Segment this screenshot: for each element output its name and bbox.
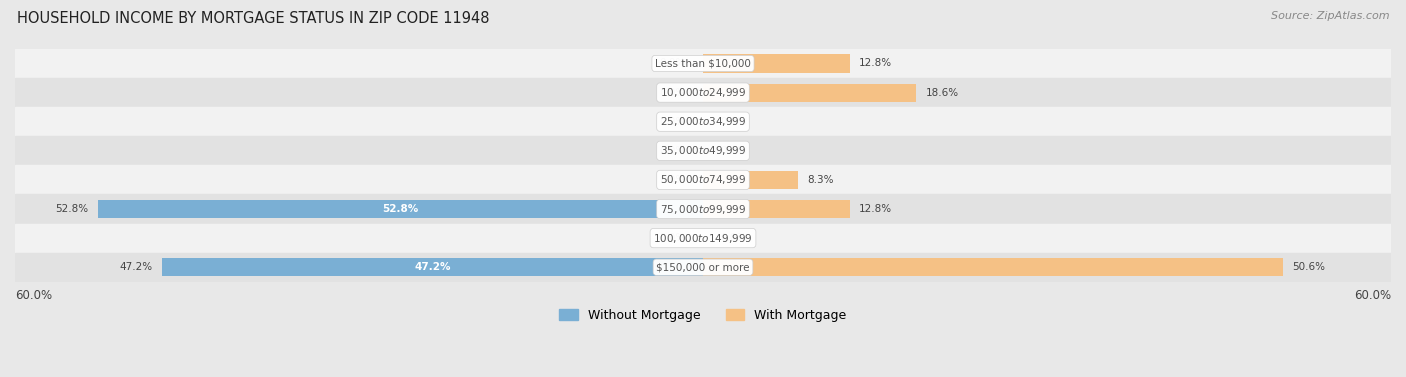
Text: $10,000 to $24,999: $10,000 to $24,999 bbox=[659, 86, 747, 99]
Text: 0.0%: 0.0% bbox=[720, 117, 747, 127]
Text: 0.0%: 0.0% bbox=[720, 146, 747, 156]
Text: 18.6%: 18.6% bbox=[925, 87, 959, 98]
Legend: Without Mortgage, With Mortgage: Without Mortgage, With Mortgage bbox=[554, 304, 852, 327]
Text: 47.2%: 47.2% bbox=[415, 262, 451, 272]
Bar bbox=[15, 253, 1391, 282]
Bar bbox=[15, 78, 1391, 107]
Text: 0.0%: 0.0% bbox=[659, 58, 686, 69]
Text: $50,000 to $74,999: $50,000 to $74,999 bbox=[659, 173, 747, 186]
Text: $75,000 to $99,999: $75,000 to $99,999 bbox=[659, 202, 747, 216]
Text: $150,000 or more: $150,000 or more bbox=[657, 262, 749, 272]
Text: 0.0%: 0.0% bbox=[659, 233, 686, 243]
Text: 0.0%: 0.0% bbox=[659, 117, 686, 127]
Text: Source: ZipAtlas.com: Source: ZipAtlas.com bbox=[1271, 11, 1389, 21]
Text: 8.3%: 8.3% bbox=[807, 175, 834, 185]
Text: 0.0%: 0.0% bbox=[659, 146, 686, 156]
Bar bbox=[703, 171, 799, 189]
Bar bbox=[15, 224, 1391, 253]
Bar bbox=[703, 84, 917, 102]
Bar bbox=[15, 136, 1391, 166]
Text: Less than $10,000: Less than $10,000 bbox=[655, 58, 751, 69]
Bar bbox=[97, 200, 703, 218]
Text: 50.6%: 50.6% bbox=[1292, 262, 1326, 272]
Text: 12.8%: 12.8% bbox=[859, 204, 891, 214]
Text: HOUSEHOLD INCOME BY MORTGAGE STATUS IN ZIP CODE 11948: HOUSEHOLD INCOME BY MORTGAGE STATUS IN Z… bbox=[17, 11, 489, 26]
Text: $100,000 to $149,999: $100,000 to $149,999 bbox=[654, 231, 752, 245]
Bar bbox=[15, 166, 1391, 195]
Bar bbox=[703, 200, 849, 218]
Text: 52.8%: 52.8% bbox=[55, 204, 89, 214]
Text: 47.2%: 47.2% bbox=[120, 262, 153, 272]
Bar bbox=[162, 258, 703, 276]
Text: $25,000 to $34,999: $25,000 to $34,999 bbox=[659, 115, 747, 128]
Text: $35,000 to $49,999: $35,000 to $49,999 bbox=[659, 144, 747, 157]
Bar bbox=[15, 195, 1391, 224]
Bar bbox=[15, 107, 1391, 136]
Bar bbox=[703, 258, 1284, 276]
Text: 0.0%: 0.0% bbox=[720, 233, 747, 243]
Text: 12.8%: 12.8% bbox=[859, 58, 891, 69]
Bar bbox=[703, 54, 849, 72]
Text: 0.0%: 0.0% bbox=[659, 175, 686, 185]
Text: 60.0%: 60.0% bbox=[1354, 289, 1391, 302]
Text: 52.8%: 52.8% bbox=[382, 204, 419, 214]
Bar bbox=[15, 49, 1391, 78]
Text: 60.0%: 60.0% bbox=[15, 289, 52, 302]
Text: 0.0%: 0.0% bbox=[659, 87, 686, 98]
